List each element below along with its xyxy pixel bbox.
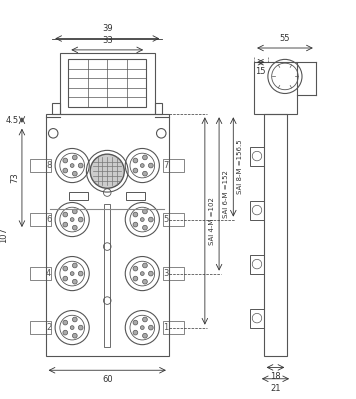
Bar	[155, 103, 162, 115]
Circle shape	[133, 158, 138, 163]
Bar	[250, 146, 264, 166]
Circle shape	[63, 320, 68, 325]
Bar	[52, 103, 60, 115]
Circle shape	[78, 325, 83, 330]
Bar	[31, 159, 51, 172]
Text: SAI 4-M =102: SAI 4-M =102	[209, 197, 215, 245]
Text: SAI 8-M =156.5: SAI 8-M =156.5	[237, 140, 243, 194]
Circle shape	[142, 263, 147, 268]
Text: 21: 21	[270, 383, 281, 393]
Bar	[250, 309, 264, 328]
Circle shape	[90, 154, 124, 188]
Bar	[104, 204, 110, 347]
Bar	[68, 59, 146, 107]
Circle shape	[148, 271, 153, 276]
Circle shape	[142, 225, 147, 230]
Circle shape	[72, 225, 77, 230]
Bar	[31, 321, 51, 334]
Bar	[163, 159, 184, 172]
Text: 15: 15	[256, 67, 266, 76]
Bar	[126, 192, 145, 200]
Text: 2: 2	[46, 323, 51, 332]
Circle shape	[142, 209, 147, 214]
Circle shape	[72, 279, 77, 284]
Bar	[60, 53, 155, 115]
Text: 107: 107	[0, 227, 8, 243]
Circle shape	[70, 218, 74, 221]
Text: 6: 6	[46, 215, 51, 224]
Circle shape	[70, 272, 74, 275]
Circle shape	[78, 163, 83, 168]
Circle shape	[142, 171, 147, 176]
Circle shape	[142, 333, 147, 338]
Circle shape	[70, 326, 74, 330]
Circle shape	[142, 317, 147, 322]
Text: SAI 6-M =152: SAI 6-M =152	[223, 170, 229, 218]
Circle shape	[63, 222, 68, 227]
Circle shape	[140, 272, 144, 275]
Circle shape	[63, 158, 68, 163]
Circle shape	[133, 266, 138, 271]
Bar	[163, 213, 184, 226]
Bar	[163, 321, 184, 334]
Bar	[264, 115, 287, 356]
Circle shape	[148, 325, 153, 330]
Circle shape	[142, 155, 147, 160]
Circle shape	[148, 163, 153, 168]
Text: 1: 1	[163, 323, 168, 332]
Circle shape	[78, 217, 83, 222]
Text: 18: 18	[270, 372, 281, 381]
Circle shape	[133, 320, 138, 325]
Circle shape	[63, 276, 68, 281]
Circle shape	[140, 326, 144, 330]
Circle shape	[133, 212, 138, 217]
Bar	[46, 115, 169, 356]
Circle shape	[72, 171, 77, 176]
Text: 4: 4	[46, 269, 51, 278]
Circle shape	[72, 317, 77, 322]
Text: 4.5: 4.5	[6, 116, 19, 124]
Circle shape	[133, 276, 138, 281]
Circle shape	[133, 330, 138, 335]
Bar	[250, 255, 264, 274]
Circle shape	[63, 330, 68, 335]
Circle shape	[63, 168, 68, 173]
Text: 55: 55	[280, 34, 290, 43]
Circle shape	[72, 333, 77, 338]
Circle shape	[72, 155, 77, 160]
Circle shape	[142, 279, 147, 284]
Text: 5: 5	[163, 215, 168, 224]
Text: 7: 7	[163, 161, 168, 170]
Circle shape	[63, 212, 68, 217]
Bar	[69, 192, 88, 200]
Bar	[31, 213, 51, 226]
Text: 33: 33	[102, 36, 112, 45]
Circle shape	[72, 263, 77, 268]
Text: 39: 39	[102, 24, 112, 33]
Circle shape	[72, 209, 77, 214]
Bar	[254, 62, 297, 115]
Circle shape	[63, 266, 68, 271]
Text: 73: 73	[10, 172, 19, 183]
Circle shape	[140, 164, 144, 168]
Text: 8: 8	[46, 161, 51, 170]
Bar	[250, 201, 264, 219]
Bar	[31, 267, 51, 280]
Text: 3: 3	[163, 269, 168, 278]
Text: 60: 60	[102, 375, 112, 384]
Circle shape	[148, 217, 153, 222]
Circle shape	[133, 168, 138, 173]
Circle shape	[70, 164, 74, 168]
Circle shape	[78, 271, 83, 276]
Circle shape	[140, 218, 144, 221]
Bar	[163, 267, 184, 280]
Circle shape	[133, 222, 138, 227]
